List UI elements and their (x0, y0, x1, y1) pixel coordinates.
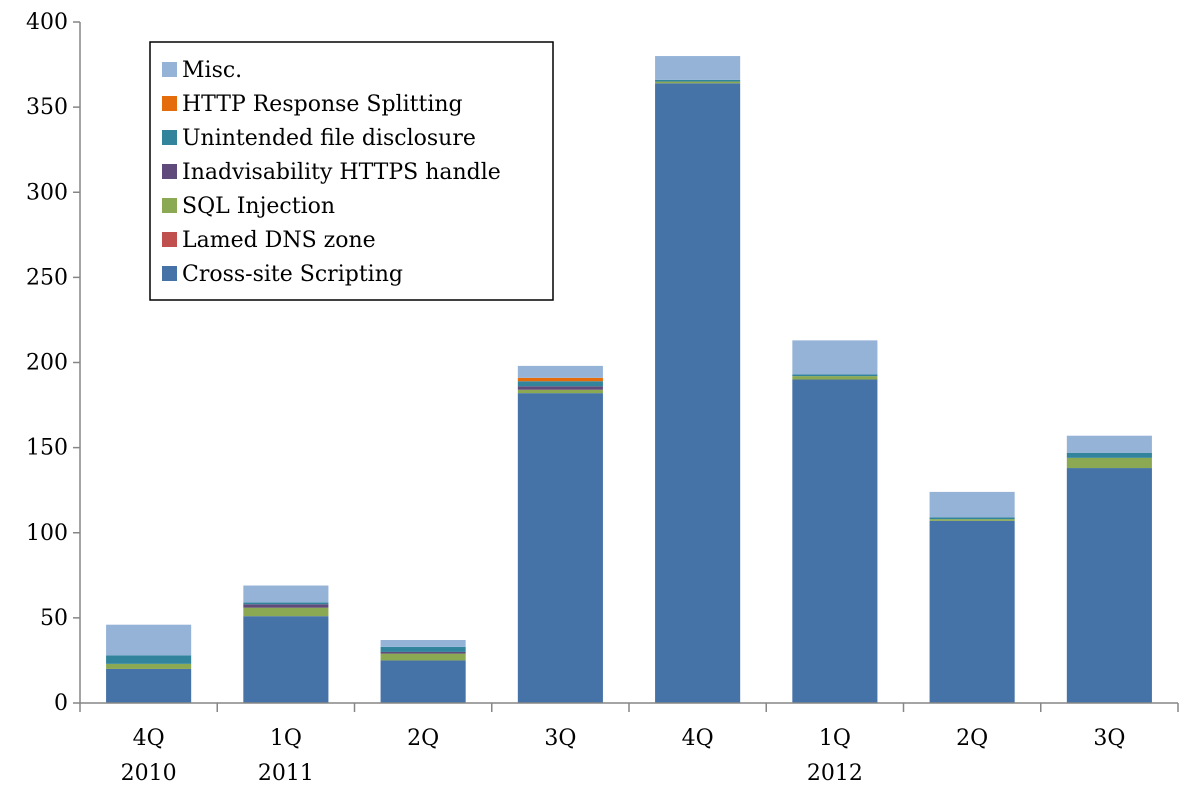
legend-label: Unintended file disclosure (182, 126, 476, 151)
bar-segment (1066, 452, 1152, 458)
axes-layer: 0 50 100 150 200 250 300 350 400 4Q 2010 1Q 2011 2Q 3Q… (26, 10, 1179, 785)
y-tick-label: 350 (26, 95, 68, 120)
x-year-label: 2012 (807, 761, 863, 785)
bar-segment (792, 376, 878, 380)
legend-label: HTTP Response Splitting (182, 92, 463, 117)
y-tick-label: 400 (26, 10, 68, 35)
y-tick-label: 250 (26, 265, 68, 290)
legend-swatch (162, 232, 177, 247)
bar-segment (106, 668, 192, 703)
bar-segment (655, 81, 741, 84)
bar-segment (106, 655, 192, 664)
bar-segment (517, 365, 603, 378)
bar-segment (929, 491, 1015, 518)
bar-segment (243, 616, 329, 703)
bar-segment (380, 646, 466, 652)
bar-segment (380, 640, 466, 647)
bar-segment (1066, 435, 1152, 453)
bar-segment (517, 381, 603, 387)
bar-segment (106, 624, 192, 656)
x-tick-label: 1Q (270, 726, 302, 751)
x-tick-label: 2Q (407, 726, 439, 751)
legend-label: Lamed DNS zone (182, 228, 376, 253)
bar-segment (792, 340, 878, 375)
legend: Misc. HTTP Response Splitting Unintended f… (149, 41, 554, 301)
bar-segment (655, 83, 741, 704)
bar-segment (792, 374, 878, 377)
legend-swatch (162, 266, 177, 281)
bar-segment (243, 607, 329, 617)
y-tick-label: 150 (26, 436, 68, 461)
bar-segment (1066, 457, 1152, 469)
x-tick-label: 3Q (1093, 726, 1125, 751)
x-year-label: 2011 (258, 761, 314, 785)
bar-segment (929, 519, 1015, 521)
y-tick-label: 100 (26, 521, 68, 546)
bar-segment (655, 56, 741, 80)
legend-label: Inadvisability HTTPS handle (182, 160, 501, 185)
bar-segment (380, 660, 466, 703)
bar-segment (243, 602, 329, 605)
bar-segment (243, 585, 329, 603)
legend-swatch (162, 130, 177, 145)
legend-label: Misc. (182, 58, 242, 83)
legend-swatch (162, 62, 177, 77)
x-year-label: 2010 (121, 761, 177, 785)
bar-segment (380, 653, 466, 661)
legend-label: Cross-site Scripting (182, 262, 403, 287)
bar-segment (655, 79, 741, 82)
legend-swatch (162, 164, 177, 179)
bar-segment (792, 379, 878, 703)
x-tick-label: 1Q (819, 726, 851, 751)
bar-segment (243, 604, 329, 608)
legend-swatch (162, 198, 177, 213)
bar-segment (517, 389, 603, 394)
y-tick-label: 50 (40, 606, 68, 631)
bar-segment (929, 520, 1015, 703)
bar-segment (517, 393, 603, 703)
bar-segment (1066, 468, 1152, 703)
y-tick-label: 300 (26, 180, 68, 205)
y-tick-label: 0 (54, 691, 68, 716)
legend-label: SQL Injection (182, 194, 335, 219)
x-tick-label: 2Q (956, 726, 988, 751)
x-tick-label: 3Q (544, 726, 576, 751)
bar-segment (517, 377, 603, 382)
legend-box (149, 41, 554, 301)
bars-layer (106, 56, 1152, 704)
bar-segment (380, 651, 466, 654)
bar-segment (106, 663, 192, 669)
y-tick-label: 200 (26, 351, 68, 376)
bar-segment (517, 386, 603, 390)
legend-swatch (162, 96, 177, 111)
x-tick-label: 4Q (682, 726, 714, 751)
x-tick-label: 4Q (133, 726, 165, 751)
bar-segment (929, 517, 1015, 520)
